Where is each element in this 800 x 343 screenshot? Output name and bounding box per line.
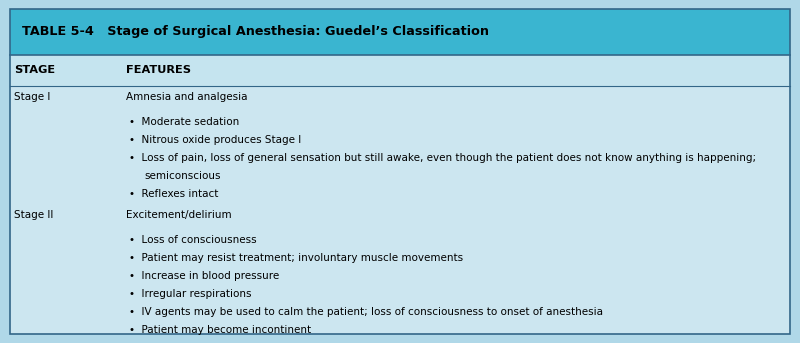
Text: •  IV agents may be used to calm the patient; loss of consciousness to onset of : • IV agents may be used to calm the pati… xyxy=(129,307,603,317)
Text: Excitement/delirium: Excitement/delirium xyxy=(126,210,232,220)
Text: •  Patient may become incontinent: • Patient may become incontinent xyxy=(129,325,311,335)
Text: Stage II: Stage II xyxy=(14,210,54,220)
Bar xyxy=(10,86,790,334)
Text: STAGE: STAGE xyxy=(14,65,55,75)
Bar xyxy=(10,9,790,55)
Text: Amnesia and analgesia: Amnesia and analgesia xyxy=(126,92,248,102)
Text: •  Nitrous oxide produces Stage I: • Nitrous oxide produces Stage I xyxy=(129,135,301,145)
Text: Stage I: Stage I xyxy=(14,92,50,102)
Text: FEATURES: FEATURES xyxy=(126,65,191,75)
Bar xyxy=(10,55,790,86)
Text: •  Irregular respirations: • Irregular respirations xyxy=(129,289,251,299)
Text: •  Loss of pain, loss of general sensation but still awake, even though the pati: • Loss of pain, loss of general sensatio… xyxy=(129,153,756,163)
Text: •  Patient may resist treatment; involuntary muscle movements: • Patient may resist treatment; involunt… xyxy=(129,253,463,263)
Text: •  Moderate sedation: • Moderate sedation xyxy=(129,117,239,127)
Text: TABLE 5-4   Stage of Surgical Anesthesia: Guedel’s Classification: TABLE 5-4 Stage of Surgical Anesthesia: … xyxy=(22,25,489,38)
Text: semiconscious: semiconscious xyxy=(144,171,221,181)
Text: •  Loss of consciousness: • Loss of consciousness xyxy=(129,235,257,245)
Text: •  Reflexes intact: • Reflexes intact xyxy=(129,189,218,199)
Text: •  Increase in blood pressure: • Increase in blood pressure xyxy=(129,271,279,281)
